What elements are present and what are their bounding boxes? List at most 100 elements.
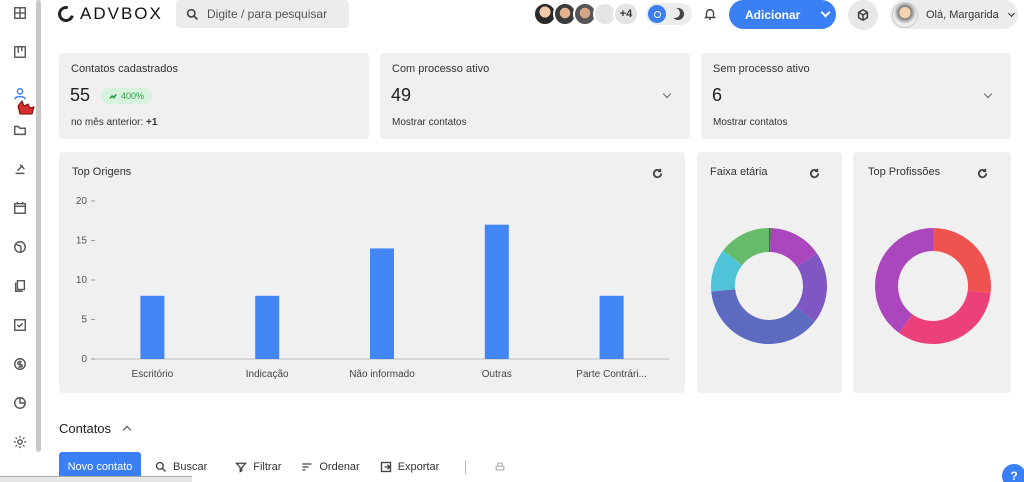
- refresh-icon[interactable]: [652, 166, 663, 179]
- chevron-up-icon[interactable]: [122, 425, 132, 435]
- chevron-down-icon[interactable]: [662, 89, 672, 99]
- export-button[interactable]: Exportar: [380, 461, 440, 473]
- user-avatar: [892, 1, 918, 28]
- moon-icon: [672, 8, 684, 20]
- chevron-down-icon: [1007, 9, 1015, 17]
- notifications-bell-icon[interactable]: [703, 7, 717, 21]
- donut-slice[interactable]: [770, 228, 817, 267]
- refresh-icon[interactable]: [809, 166, 820, 179]
- y-tick-label: 5: [81, 315, 87, 326]
- section-title-contatos: Contatos: [59, 421, 112, 436]
- hand-cursor-icon: [14, 98, 38, 116]
- globe-icon[interactable]: [12, 239, 28, 255]
- sidebar: [0, 0, 42, 482]
- bar[interactable]: [599, 295, 624, 359]
- bar[interactable]: [255, 295, 280, 359]
- user-greeting: Olá, Margarida: [926, 8, 999, 21]
- x-category-label: Outras: [482, 369, 512, 380]
- stat-title: Contatos cadastrados: [71, 63, 179, 75]
- sort-button[interactable]: Ordenar: [301, 461, 360, 473]
- filter-button-label: Filtrar: [253, 461, 282, 473]
- sidebar-scrollbar[interactable]: [36, 0, 41, 452]
- logo-text: ADVBOX: [80, 4, 163, 23]
- panel-top-origens: Top Origens 0 5 10 15 20 Escritório Indicação N…: [59, 152, 685, 393]
- trend-up-icon: [109, 93, 117, 99]
- sort-icon: [302, 463, 312, 471]
- stat-value: 6: [712, 85, 723, 105]
- x-category-label: Indicação: [246, 369, 289, 380]
- growth-badge: 400%: [101, 88, 153, 104]
- bar-chart: 0 5 10 15 20 Escritório Indicação Não informado…: [76, 196, 669, 380]
- chevron-down-icon[interactable]: [983, 89, 993, 99]
- search-icon: [186, 8, 198, 20]
- logo-mark-icon: [55, 3, 77, 25]
- chevron-down-icon: [820, 7, 831, 18]
- help-button[interactable]: ?: [1002, 464, 1024, 482]
- search-box[interactable]: [176, 0, 349, 28]
- donut-slice[interactable]: [711, 289, 815, 344]
- x-category-label: Parte Contrári...: [576, 369, 647, 380]
- bar[interactable]: [140, 295, 165, 359]
- filter-icon: [235, 462, 248, 473]
- dashboard-icon[interactable]: [12, 5, 28, 21]
- print-button[interactable]: [494, 461, 506, 473]
- contacts-icon[interactable]: [12, 86, 28, 102]
- panel-faixa-etaria: Faixa etária: [697, 152, 842, 393]
- panel-title: Top Origens: [72, 166, 132, 178]
- filter-button[interactable]: Filtrar: [235, 461, 281, 473]
- search-icon: [155, 461, 166, 472]
- x-category-label: Não informado: [349, 369, 415, 380]
- y-tick-label: 20: [76, 196, 88, 207]
- panel-title: Faixa etária: [710, 166, 768, 178]
- folder-icon[interactable]: [12, 122, 28, 138]
- finance-icon[interactable]: [12, 356, 28, 372]
- growth-badge-value: 400%: [121, 91, 145, 101]
- stat-value: 49: [391, 85, 412, 105]
- stat-card-contatos: Contatos cadastrados 55 400% no mês ante…: [59, 53, 369, 139]
- documents-icon[interactable]: [12, 278, 28, 294]
- donut-chart-profissoes: [875, 228, 991, 344]
- show-contacts-link[interactable]: Mostrar contatos: [713, 117, 788, 128]
- stat-sub: no mês anterior: +1: [71, 117, 157, 128]
- donut-chart-faixa-etaria: [711, 228, 827, 344]
- donut-slice[interactable]: [795, 253, 827, 322]
- search-button[interactable]: Buscar: [155, 461, 207, 473]
- bar[interactable]: [370, 248, 394, 359]
- team-avatars[interactable]: +4: [533, 2, 639, 26]
- donut-slice[interactable]: [933, 228, 991, 294]
- theme-toggle[interactable]: [646, 3, 692, 25]
- donut-slice[interactable]: [711, 250, 743, 292]
- donut-slice[interactable]: [898, 290, 991, 344]
- more-avatars-count[interactable]: +4: [613, 2, 639, 26]
- top-header: ADVBOX +4 Adicionar Olá, Margarida: [42, 0, 1024, 30]
- y-tick-label: 10: [76, 275, 88, 286]
- gavel-icon[interactable]: [12, 161, 28, 177]
- cube-icon: [857, 8, 869, 22]
- task-check-icon[interactable]: [12, 317, 28, 333]
- panel-title: Top Profissões: [868, 166, 941, 178]
- calendar-icon[interactable]: [12, 200, 28, 216]
- refresh-icon[interactable]: [977, 166, 988, 179]
- kanban-icon[interactable]: [12, 44, 28, 60]
- settings-icon[interactable]: [12, 434, 28, 450]
- donut-slice[interactable]: [723, 228, 769, 266]
- stat-card-com-processo[interactable]: Com processo ativo 49 Mostrar contatos: [380, 53, 690, 139]
- apps-cube-button[interactable]: [848, 0, 878, 30]
- show-contacts-link[interactable]: Mostrar contatos: [392, 117, 467, 128]
- export-button-label: Exportar: [397, 461, 440, 473]
- browser-status-bar: [0, 476, 192, 482]
- search-input[interactable]: [207, 7, 347, 21]
- bar[interactable]: [484, 224, 509, 359]
- add-button[interactable]: Adicionar: [729, 0, 836, 29]
- reports-icon[interactable]: [12, 395, 28, 411]
- logo[interactable]: ADVBOX: [55, 3, 163, 25]
- stat-sub-value: +1: [146, 117, 158, 128]
- donut-slice[interactable]: [875, 228, 933, 333]
- help-icon: ?: [1010, 469, 1018, 482]
- x-category-label: Escritório: [132, 369, 174, 380]
- donut-slice[interactable]: [769, 228, 771, 253]
- stat-card-sem-processo[interactable]: Sem processo ativo 6 Mostrar contatos: [701, 53, 1011, 139]
- printer-icon: [495, 462, 505, 471]
- stat-value: 55: [70, 85, 91, 105]
- user-menu[interactable]: Olá, Margarida: [890, 0, 1018, 29]
